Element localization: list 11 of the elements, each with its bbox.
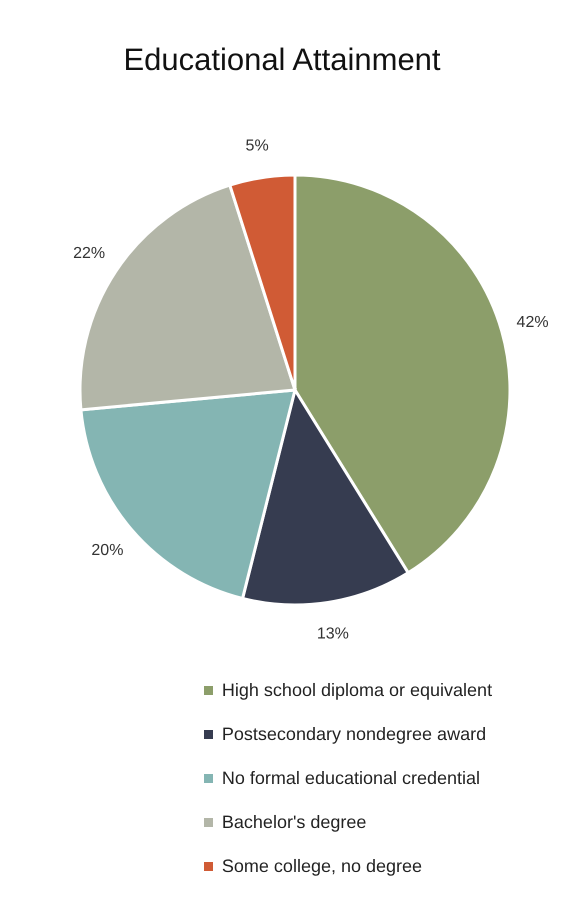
data-label: 13%: [316, 626, 349, 643]
data-label: 20%: [91, 542, 124, 560]
legend-label: Some college, no degree: [222, 856, 422, 876]
data-label: 42%: [516, 314, 549, 331]
legend-label: Bachelor's degree: [222, 812, 366, 832]
legend-label: No formal educational credential: [222, 768, 480, 788]
data-label: 5%: [246, 137, 269, 154]
data-label: 22%: [73, 245, 106, 262]
legend-label: Postsecondary nondegree award: [222, 724, 486, 744]
chart-title: Educational Attainment: [122, 42, 442, 78]
legend-label: High school diploma or equivalent: [222, 680, 492, 700]
